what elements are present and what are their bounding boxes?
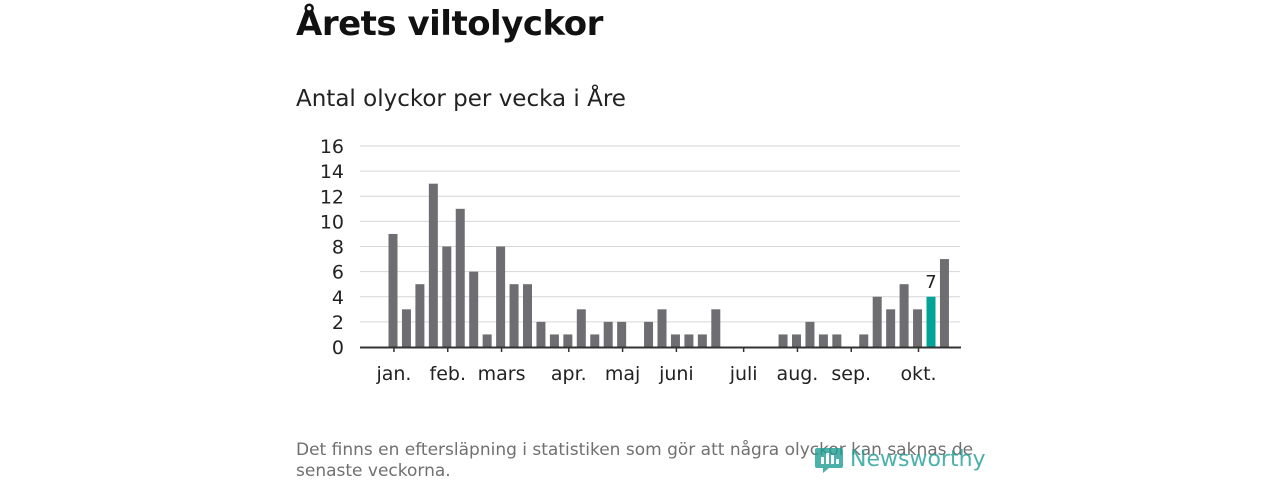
bar: [939, 259, 949, 347]
bar: [576, 309, 586, 347]
bar: [469, 271, 479, 347]
x-tick-label: okt.: [900, 363, 936, 385]
bar: [697, 334, 707, 347]
x-tick-label: feb.: [430, 363, 466, 385]
bar: [913, 309, 923, 347]
x-tick-label: mars: [478, 363, 526, 385]
x-tick-label: apr.: [551, 363, 587, 385]
bar: [899, 284, 909, 347]
bar: [617, 321, 627, 347]
bar: [482, 334, 492, 347]
bar: [603, 321, 613, 347]
y-tick-label: 10: [320, 211, 344, 233]
bar: [455, 208, 465, 347]
bar: [886, 309, 896, 347]
bar: [442, 246, 452, 347]
newsworthy-logo-icon: [814, 444, 844, 474]
bar: [778, 334, 788, 347]
y-tick-label: 0: [332, 337, 344, 359]
bar: [792, 334, 801, 347]
y-tick-label: 8: [332, 237, 344, 259]
newsworthy-logo: Newsworthy: [814, 444, 986, 474]
bar: [684, 334, 694, 347]
x-tick-label: juni: [658, 363, 694, 385]
y-tick-label: 2: [332, 312, 344, 334]
bar: [818, 334, 828, 347]
bar: [872, 296, 882, 347]
bar: [496, 246, 506, 347]
bar: [523, 284, 532, 347]
bar: [401, 309, 411, 347]
chart-title: Årets viltolyckor: [296, 4, 603, 44]
bar: [415, 284, 425, 347]
bar: [536, 321, 546, 347]
footnote: Det finns en eftersläpning i statistiken…: [296, 440, 974, 481]
bar: [670, 334, 680, 347]
bar: [563, 334, 573, 347]
bar-chart: 0 2 4 6 8 10 12 14 16 7 jan. feb. mars apr. maj juni jul…: [320, 136, 961, 385]
bar: [549, 334, 559, 347]
y-tick-label: 16: [320, 136, 344, 158]
y-tick-label: 12: [320, 186, 344, 208]
bar: [644, 321, 654, 347]
newsworthy-logo-text: Newsworthy: [850, 446, 986, 472]
bar: [805, 321, 815, 347]
x-tick-label: jan.: [375, 363, 411, 385]
bar: [657, 309, 667, 347]
bar: [859, 334, 869, 347]
chart-subtitle: Antal olyckor per vecka i Åre: [296, 86, 626, 112]
highlighted-bar: [926, 296, 936, 347]
data-label: 7: [925, 272, 936, 293]
bar: [711, 309, 721, 347]
x-tick-label: maj: [605, 363, 640, 385]
bar: [428, 183, 438, 347]
x-tick-label: sep.: [831, 363, 871, 385]
x-tick-label: aug.: [777, 363, 819, 385]
bar: [509, 284, 519, 347]
y-tick-label: 14: [320, 161, 344, 183]
x-tick-label: juli: [729, 363, 758, 385]
bar: [590, 334, 600, 347]
bar: [832, 334, 842, 347]
y-tick-label: 4: [332, 287, 344, 309]
y-tick-label: 6: [332, 262, 344, 284]
bar: [388, 233, 398, 347]
